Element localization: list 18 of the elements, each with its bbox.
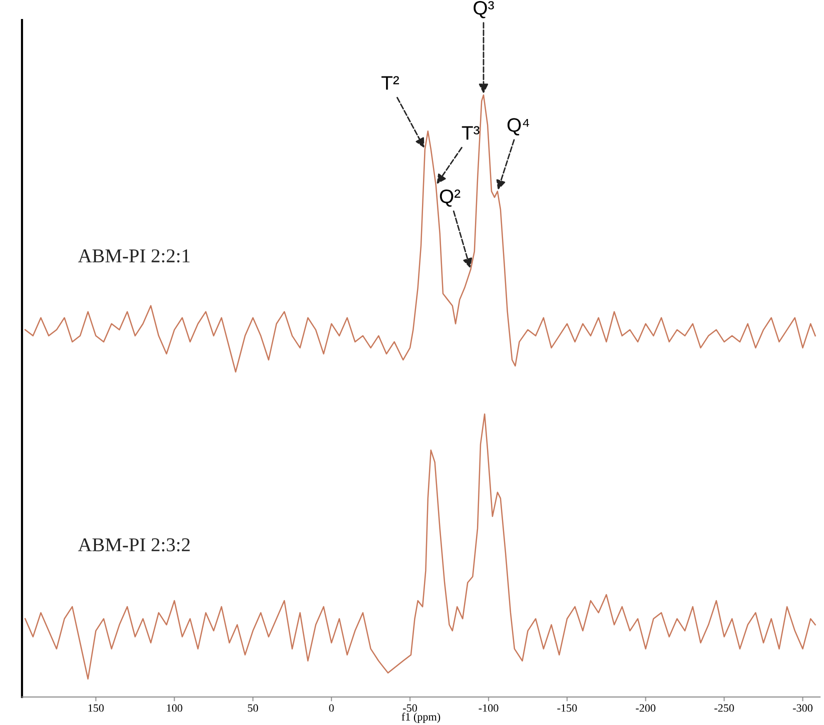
x-tick-label: -250 xyxy=(714,704,734,712)
x-tick-label: -200 xyxy=(636,704,656,712)
x-tick-label: -50 xyxy=(403,704,417,712)
x-tick-label: -150 xyxy=(557,704,577,712)
x-tick-label: -300 xyxy=(792,704,812,712)
annotation: T² xyxy=(381,76,400,90)
annotation: Q² xyxy=(440,189,460,207)
x-tick-label: 100 xyxy=(167,704,182,712)
x-tick-label: 150 xyxy=(88,704,104,712)
x-tick-label: 50 xyxy=(248,704,258,712)
x-tick-label: -100 xyxy=(478,704,498,712)
annotation: T³ xyxy=(462,126,480,140)
annotation: Q³ xyxy=(474,1,494,18)
text: ABM-PI 2:3:2 xyxy=(78,538,190,552)
x-axis-title: f1 (ppm) xyxy=(402,712,440,723)
x-tick-label: 0 xyxy=(329,704,334,712)
text: ABM-PI 2:2:1 xyxy=(78,249,190,262)
annotation: Q⁴ xyxy=(508,118,530,136)
